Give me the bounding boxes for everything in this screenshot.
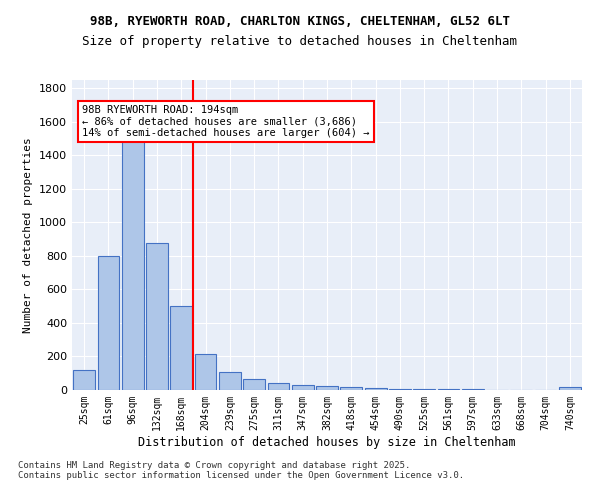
Text: Size of property relative to detached houses in Cheltenham: Size of property relative to detached ho… bbox=[83, 35, 517, 48]
Bar bbox=[268, 383, 289, 390]
Bar bbox=[73, 370, 95, 390]
Bar bbox=[340, 386, 362, 390]
Y-axis label: Number of detached properties: Number of detached properties bbox=[23, 137, 34, 333]
Bar bbox=[122, 138, 143, 390]
Bar bbox=[413, 389, 435, 390]
X-axis label: Distribution of detached houses by size in Cheltenham: Distribution of detached houses by size … bbox=[138, 436, 516, 448]
Bar bbox=[219, 372, 241, 390]
Text: Contains HM Land Registry data © Crown copyright and database right 2025.
Contai: Contains HM Land Registry data © Crown c… bbox=[18, 460, 464, 480]
Bar bbox=[365, 388, 386, 390]
Text: 98B, RYEWORTH ROAD, CHARLTON KINGS, CHELTENHAM, GL52 6LT: 98B, RYEWORTH ROAD, CHARLTON KINGS, CHEL… bbox=[90, 15, 510, 28]
Bar bbox=[146, 242, 168, 390]
Text: 98B RYEWORTH ROAD: 194sqm
← 86% of detached houses are smaller (3,686)
14% of se: 98B RYEWORTH ROAD: 194sqm ← 86% of detac… bbox=[82, 105, 370, 138]
Bar bbox=[316, 386, 338, 390]
Bar bbox=[243, 379, 265, 390]
Bar bbox=[97, 256, 119, 390]
Bar bbox=[194, 354, 217, 390]
Bar bbox=[170, 306, 192, 390]
Bar bbox=[389, 389, 411, 390]
Bar bbox=[559, 388, 581, 390]
Bar bbox=[292, 384, 314, 390]
